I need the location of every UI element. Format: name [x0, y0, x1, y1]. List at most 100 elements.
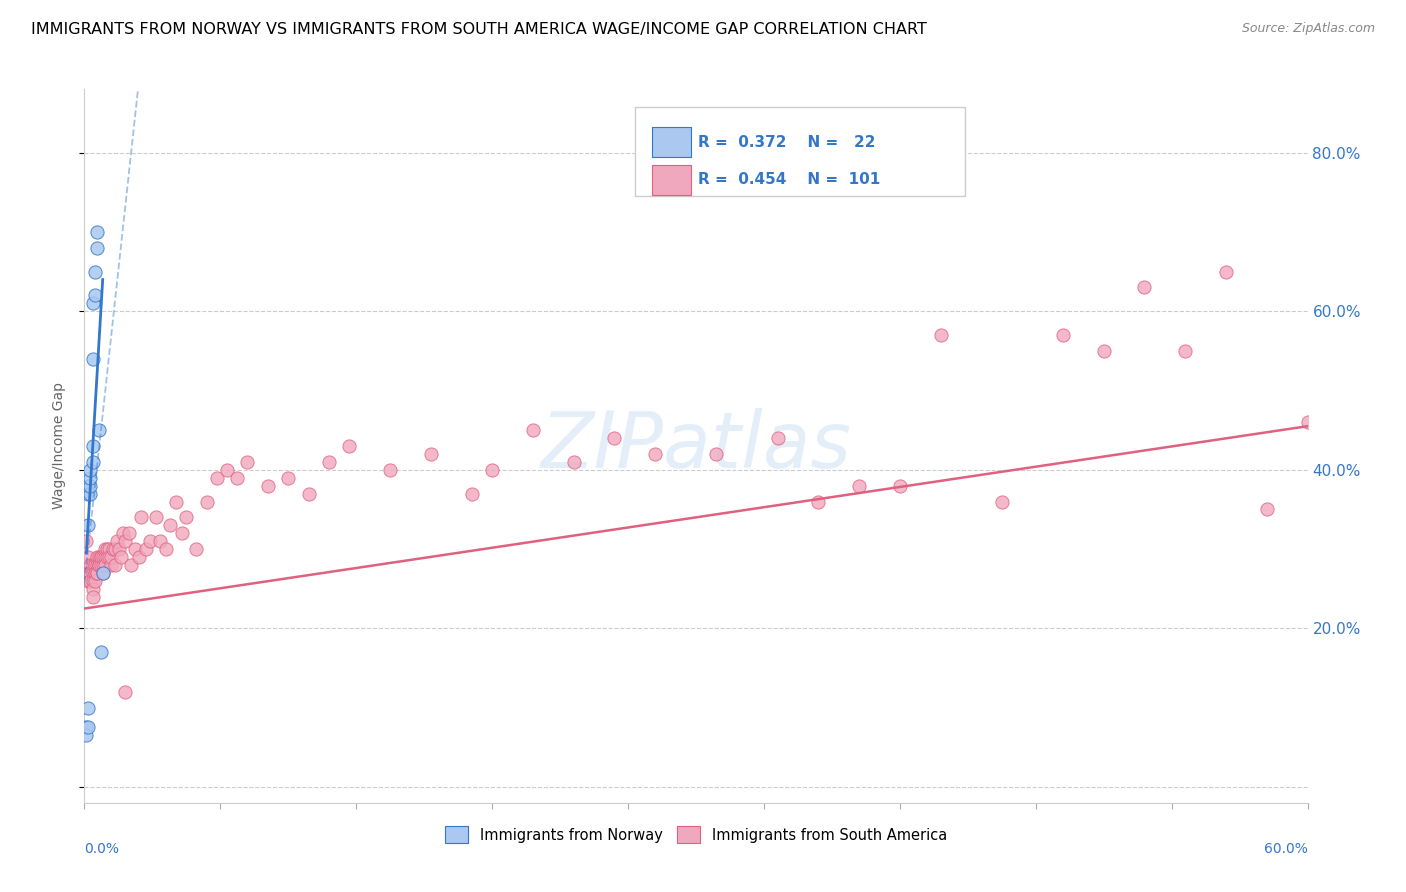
Point [79, 574, 101, 588]
Point [97, 549, 120, 564]
Point [706, 447, 728, 461]
Point [155, 542, 177, 557]
Point [83, 558, 105, 572]
Point [79, 566, 101, 580]
Point [96, 542, 118, 557]
Point [86, 225, 108, 239]
Point [165, 494, 187, 508]
Point [75, 566, 97, 580]
Point [83, 264, 105, 278]
Point [77, 549, 100, 564]
Point [83, 558, 105, 572]
Point [112, 526, 135, 541]
Point [226, 471, 249, 485]
Point [83, 574, 105, 588]
Point [522, 423, 544, 437]
FancyBboxPatch shape [652, 127, 692, 157]
Point [82, 558, 104, 572]
Point [104, 542, 127, 557]
Point [104, 558, 127, 572]
Point [1174, 343, 1197, 358]
Text: 60.0%: 60.0% [1264, 842, 1308, 856]
Point [77, 721, 100, 735]
Point [90, 558, 112, 572]
Point [96, 549, 118, 564]
Point [120, 558, 142, 572]
Text: R =  0.372    N =   22: R = 0.372 N = 22 [699, 135, 876, 150]
Point [91, 566, 114, 580]
Point [75, 721, 97, 735]
Point [1133, 280, 1156, 294]
Point [79, 558, 101, 572]
Point [1092, 343, 1115, 358]
Point [889, 478, 911, 492]
Point [149, 534, 172, 549]
Point [118, 526, 141, 541]
Point [644, 447, 666, 461]
Point [90, 549, 112, 564]
Point [87, 423, 110, 437]
Point [128, 549, 150, 564]
Point [82, 296, 104, 310]
Point [562, 455, 585, 469]
Point [75, 534, 97, 549]
Point [93, 542, 115, 557]
Point [77, 486, 100, 500]
Point [93, 558, 115, 572]
Point [83, 566, 105, 580]
Point [83, 288, 105, 302]
Point [87, 558, 110, 572]
Point [114, 534, 136, 549]
Point [82, 582, 104, 596]
Point [82, 351, 104, 366]
Point [101, 542, 124, 557]
Point [420, 447, 443, 461]
Point [481, 463, 503, 477]
Point [131, 510, 153, 524]
Point [90, 549, 112, 564]
Point [77, 700, 100, 714]
Point [93, 549, 115, 564]
Point [86, 549, 108, 564]
Point [114, 685, 136, 699]
Point [277, 471, 299, 485]
Legend: Immigrants from Norway, Immigrants from South America: Immigrants from Norway, Immigrants from … [439, 821, 953, 849]
Point [108, 542, 131, 557]
Point [86, 558, 108, 572]
Point [82, 455, 104, 469]
Point [603, 431, 626, 445]
Point [82, 566, 104, 580]
Point [339, 439, 361, 453]
Text: R =  0.454    N =  101: R = 0.454 N = 101 [699, 172, 880, 187]
Point [1215, 264, 1237, 278]
Point [91, 549, 114, 564]
Text: 0.0%: 0.0% [84, 842, 120, 856]
Point [79, 478, 101, 492]
Point [929, 328, 952, 343]
Point [77, 566, 100, 580]
Point [77, 518, 100, 533]
Point [79, 486, 101, 500]
Point [318, 455, 340, 469]
Point [86, 566, 108, 580]
Point [135, 542, 157, 557]
Y-axis label: Wage/Income Gap: Wage/Income Gap [52, 383, 66, 509]
Point [75, 728, 97, 742]
Point [100, 558, 122, 572]
Point [380, 463, 402, 477]
Point [77, 478, 100, 492]
Point [145, 510, 167, 524]
Point [991, 494, 1014, 508]
FancyBboxPatch shape [636, 107, 965, 196]
Point [174, 510, 197, 524]
Text: IMMIGRANTS FROM NORWAY VS IMMIGRANTS FROM SOUTH AMERICA WAGE/INCOME GAP CORRELAT: IMMIGRANTS FROM NORWAY VS IMMIGRANTS FRO… [31, 22, 927, 37]
Point [186, 542, 208, 557]
Text: ZIPatlas: ZIPatlas [540, 408, 852, 484]
Point [217, 463, 239, 477]
Point [1256, 502, 1278, 516]
Point [86, 241, 108, 255]
Point [87, 549, 110, 564]
Point [100, 549, 122, 564]
Point [91, 558, 114, 572]
Point [87, 558, 110, 572]
